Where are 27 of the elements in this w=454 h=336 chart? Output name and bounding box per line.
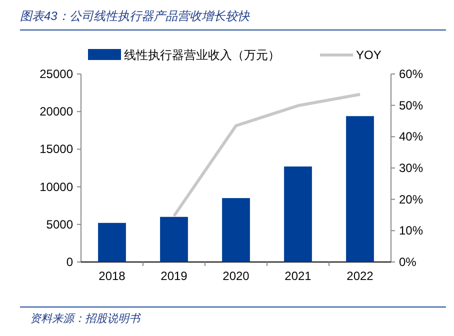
bar — [284, 166, 312, 262]
y2-tick-label: 10% — [399, 224, 424, 238]
y-tick-label: 15000 — [40, 142, 74, 156]
x-tick-label: 2022 — [346, 269, 374, 283]
y2-tick-label: 30% — [399, 161, 424, 175]
y-tick-label: 10000 — [40, 180, 74, 194]
legend-label: 线性执行器营业收入（万元） — [124, 48, 280, 62]
y2-tick-label: 40% — [399, 130, 424, 144]
text: 资料来源：招股说明书 — [30, 312, 142, 325]
bar — [98, 222, 126, 262]
bar — [346, 116, 374, 262]
y2-tick-label: 20% — [399, 192, 424, 206]
y-tick-label: 20000 — [40, 104, 74, 119]
y-tick-label: 25000 — [40, 67, 74, 81]
y2-tick-label: 50% — [399, 98, 424, 112]
x-tick-label: 2020 — [222, 269, 250, 283]
y2-tick-label: 60% — [399, 67, 424, 81]
y-tick-label: 5000 — [46, 217, 74, 232]
x-tick-label: 2019 — [160, 269, 188, 283]
x-tick-label: 2018 — [98, 269, 126, 283]
legend-label: YOY — [356, 48, 382, 62]
bar — [160, 216, 188, 262]
bar — [222, 198, 250, 262]
y-tick-label: 0 — [66, 255, 74, 269]
y2-tick-label: 0% — [399, 255, 417, 269]
chart-title: 图表43：公司线性执行器产品营收增长较快 — [20, 9, 250, 23]
x-tick-label: 2021 — [284, 269, 312, 283]
